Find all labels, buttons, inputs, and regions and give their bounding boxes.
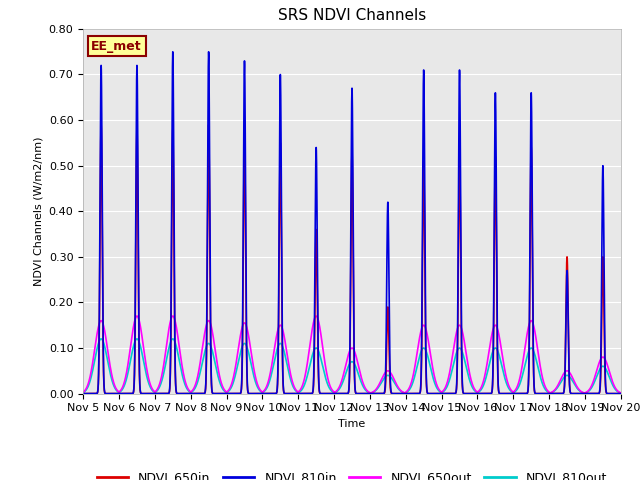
Y-axis label: NDVI Channels (W/m2/nm): NDVI Channels (W/m2/nm) <box>33 136 43 286</box>
X-axis label: Time: Time <box>339 419 365 429</box>
Title: SRS NDVI Channels: SRS NDVI Channels <box>278 9 426 24</box>
Legend: NDVI_650in, NDVI_810in, NDVI_650out, NDVI_810out: NDVI_650in, NDVI_810in, NDVI_650out, NDV… <box>92 467 612 480</box>
Text: EE_met: EE_met <box>92 40 142 53</box>
